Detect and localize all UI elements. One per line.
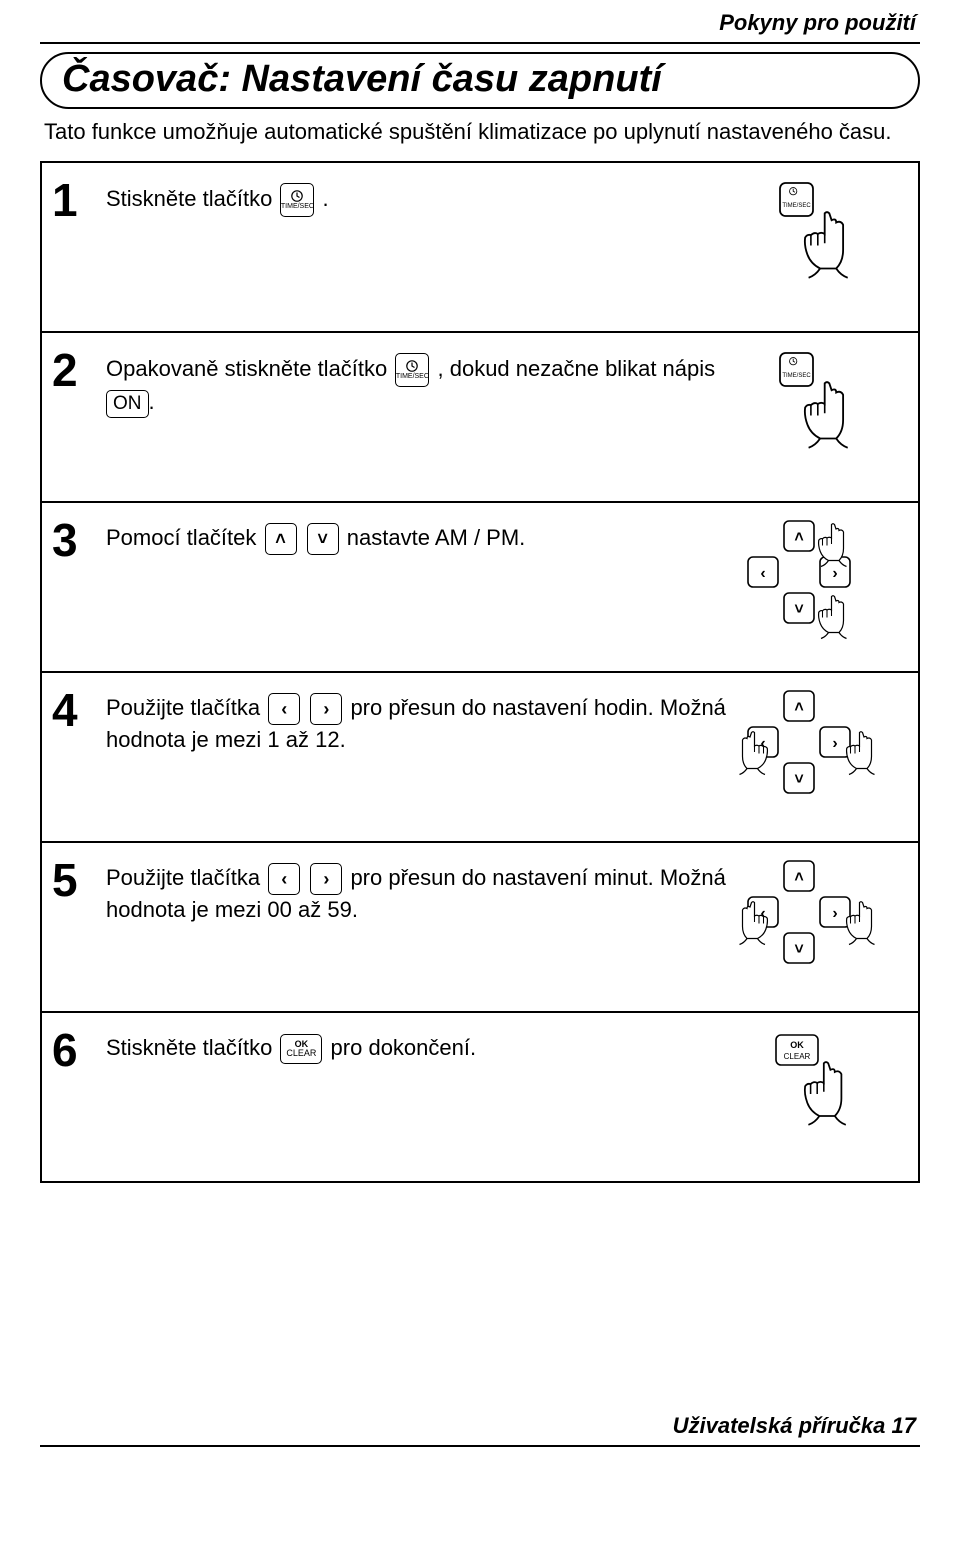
step-illustration: OK CLEAR — [732, 1027, 902, 1137]
step-number: 5 — [52, 857, 106, 903]
step-1: 1 Stiskněte tlačítko TIME/SEC . TIME/SEC — [42, 163, 918, 333]
step-5: 5 Použijte tlačítka ‹ › pro přesun do na… — [42, 843, 918, 1013]
svg-text:˅: ˅ — [794, 941, 803, 958]
step-illustration: ˄ ‹ › ˅ — [732, 857, 902, 997]
step-text: Opakovaně stiskněte tlačítko TIME/SEC , … — [106, 347, 732, 418]
left-arrow-icon: ‹ — [268, 863, 300, 895]
timesec-button-icon: TIME/SEC — [280, 183, 314, 217]
right-arrow-icon: › — [310, 693, 342, 725]
step-text-part: Použijte tlačítka — [106, 865, 266, 890]
footer-rule — [40, 1445, 920, 1447]
step-number: 4 — [52, 687, 106, 733]
header-rule — [40, 42, 920, 44]
step-text-part: . — [323, 186, 329, 211]
step-number: 6 — [52, 1027, 106, 1073]
svg-text:‹: ‹ — [760, 565, 765, 582]
step-text-part: Použijte tlačítka — [106, 695, 266, 720]
step-text-part: Pomocí tlačítek — [106, 525, 263, 550]
steps-list: 1 Stiskněte tlačítko TIME/SEC . TIME/SEC — [40, 161, 920, 1183]
svg-text:˄: ˄ — [794, 529, 803, 546]
icon-label: CLEAR — [286, 1049, 316, 1058]
footer: Uživatelská příručka 17 — [40, 1413, 920, 1443]
title-pill: Časovač: Nastavení času zapnutí — [40, 52, 920, 109]
svg-text:˄: ˄ — [794, 869, 803, 886]
svg-text:›: › — [832, 735, 837, 752]
step-6: 6 Stiskněte tlačítko OK CLEAR pro dokonč… — [42, 1013, 918, 1183]
step-2: 2 Opakovaně stiskněte tlačítko TIME/SEC … — [42, 333, 918, 503]
step-illustration: ˄ ‹ › ˅ — [732, 687, 902, 827]
svg-text:CLEAR: CLEAR — [784, 1052, 811, 1061]
footer-label: Uživatelská příručka — [673, 1413, 892, 1438]
step-illustration: TIME/SEC — [732, 347, 902, 457]
ok-clear-button-icon: OK CLEAR — [280, 1034, 322, 1064]
svg-text:˅: ˅ — [794, 601, 803, 618]
right-arrow-icon: › — [310, 863, 342, 895]
step-text-part: Stiskněte tlačítko — [106, 186, 278, 211]
icon-label: TIME/SEC — [396, 373, 429, 380]
step-illustration: TIME/SEC — [732, 177, 902, 287]
step-number: 2 — [52, 347, 106, 393]
svg-text:OK: OK — [790, 1040, 804, 1050]
step-text-part: pro dokončení. — [331, 1035, 477, 1060]
timesec-button-icon: TIME/SEC — [395, 353, 429, 387]
step-text: Použijte tlačítka ‹ › pro přesun do nast… — [106, 857, 732, 925]
step-text-part: . — [149, 389, 155, 414]
down-arrow-icon: ˅ — [307, 523, 339, 555]
svg-text:TIME/SEC: TIME/SEC — [782, 373, 811, 379]
up-arrow-icon: ˄ — [265, 523, 297, 555]
step-text-part: Opakovaně stiskněte tlačítko — [106, 356, 393, 381]
step-3: 3 Pomocí tlačítek ˄ ˅ nastavte AM / PM. … — [42, 503, 918, 673]
svg-text:›: › — [832, 565, 837, 582]
step-text-part: nastavte AM / PM. — [347, 525, 526, 550]
svg-text:TIME/SEC: TIME/SEC — [782, 203, 811, 209]
svg-text:˄: ˄ — [794, 699, 803, 716]
step-text-part: , dokud nezačne blikat nápis — [438, 356, 716, 381]
header-section-label: Pokyny pro použití — [40, 10, 920, 36]
on-indicator-icon: ON — [106, 390, 149, 418]
page-title: Časovač: Nastavení času zapnutí — [62, 58, 898, 101]
svg-text:›: › — [832, 905, 837, 922]
icon-label: TIME/SEC — [281, 203, 314, 210]
step-4: 4 Použijte tlačítka ‹ › pro přesun do na… — [42, 673, 918, 843]
left-arrow-icon: ‹ — [268, 693, 300, 725]
step-text: Použijte tlačítka ‹ › pro přesun do nast… — [106, 687, 732, 755]
page-subtitle: Tato funkce umožňuje automatické spuštěn… — [44, 119, 916, 145]
step-text: Pomocí tlačítek ˄ ˅ nastavte AM / PM. — [106, 517, 732, 555]
step-illustration: ˄ ‹ › ˅ — [732, 517, 902, 657]
step-text: Stiskněte tlačítko OK CLEAR pro dokončen… — [106, 1027, 732, 1064]
svg-text:˅: ˅ — [794, 771, 803, 788]
step-text: Stiskněte tlačítko TIME/SEC . — [106, 177, 732, 217]
step-text-part: Stiskněte tlačítko — [106, 1035, 278, 1060]
step-number: 1 — [52, 177, 106, 223]
step-number: 3 — [52, 517, 106, 563]
footer-page-number: 17 — [892, 1413, 916, 1438]
